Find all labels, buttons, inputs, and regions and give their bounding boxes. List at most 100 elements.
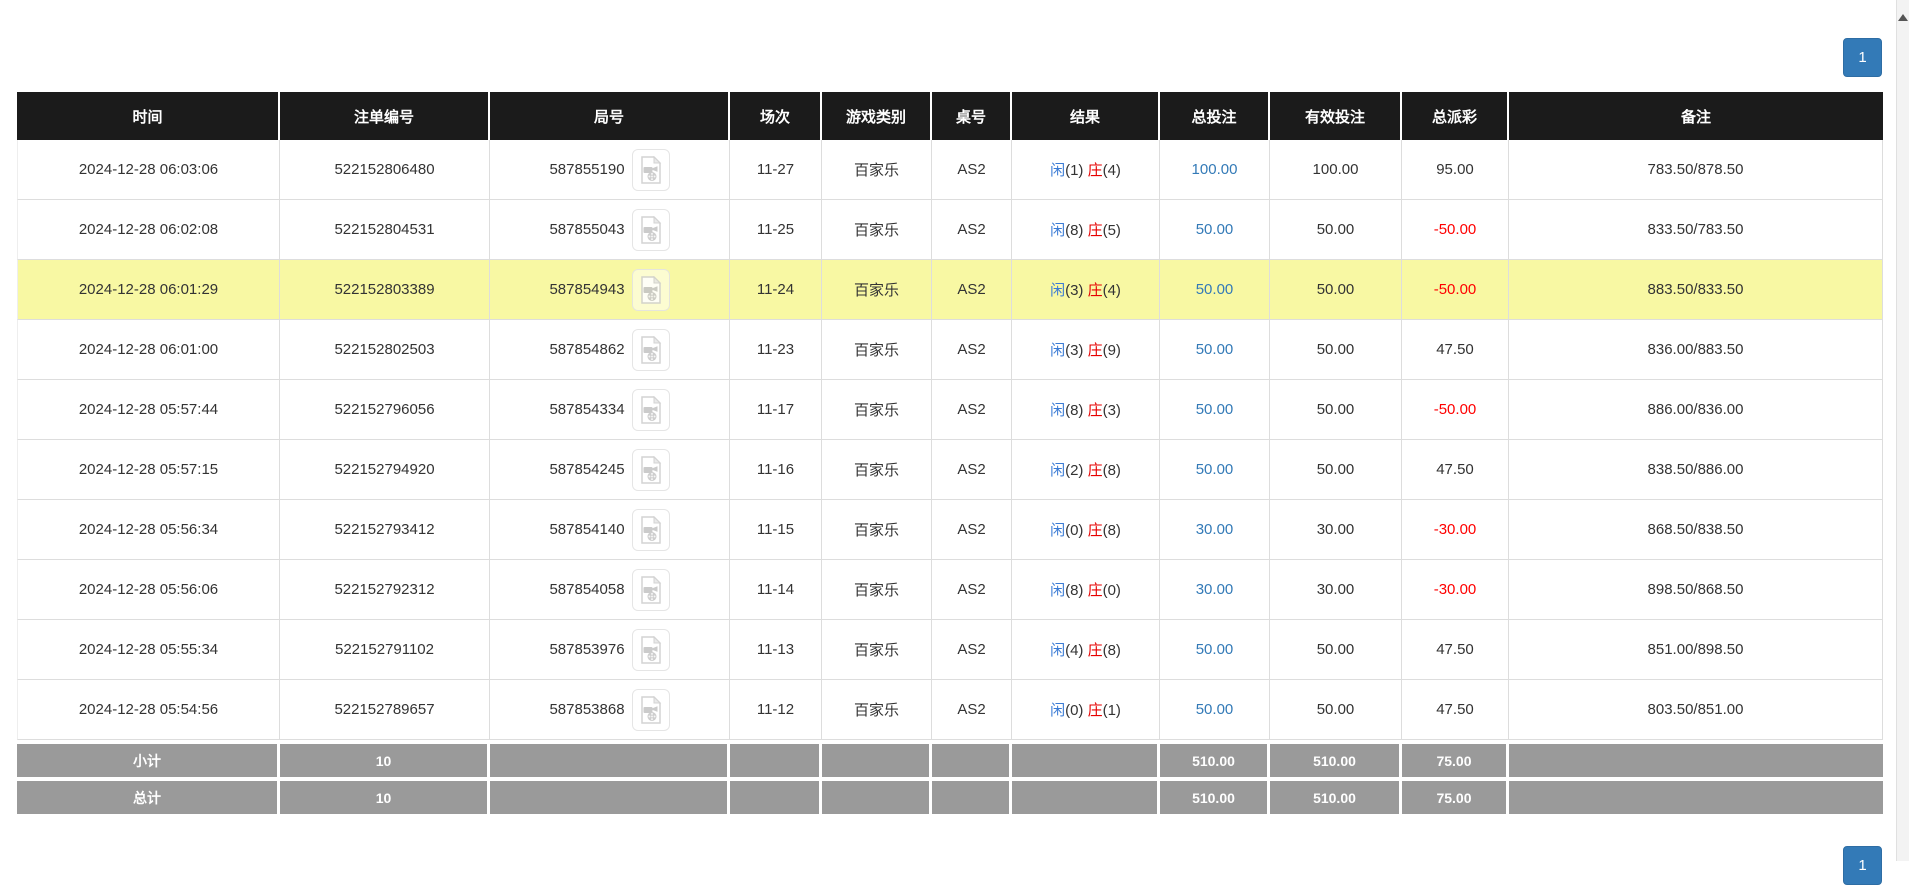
table-footer: 小计 10 510.00 510.00 75.00 总计 10 510.00 510.00 75.…	[17, 740, 1883, 814]
video-replay-button[interactable]	[631, 568, 670, 611]
video-replay-button[interactable]	[631, 328, 670, 371]
table-no-cell: AS2	[932, 620, 1012, 680]
player-result-label: 闲	[1050, 522, 1066, 539]
time-cell: 2024-12-28 05:55:34	[17, 620, 280, 680]
round-cell: 587853868	[490, 680, 730, 740]
table-row: 2024-12-28 05:56:34 522152793412 587854140…	[17, 500, 1883, 560]
pagination-page-1-top[interactable]: 1	[1843, 38, 1882, 77]
player-result-value: (3)	[1065, 282, 1088, 299]
video-replay-button[interactable]	[631, 688, 670, 731]
game-type-cell: 百家乐	[822, 260, 932, 320]
result-cell: 闲(3) 庄(4)	[1012, 260, 1160, 320]
valid-bet-cell: 50.00	[1270, 440, 1402, 500]
remark-cell: 883.50/833.50	[1509, 260, 1883, 320]
session-cell: 11-23	[730, 320, 822, 380]
player-result-label: 闲	[1050, 462, 1066, 479]
records-table-wrap: 时间 注单编号 局号 场次 游戏类别 桌号 结果 总投注 有效投注 总派彩 备注 2024-12-2…	[17, 92, 1883, 814]
session-cell: 11-27	[730, 140, 822, 200]
banker-result-label: 庄	[1087, 342, 1103, 359]
remark-cell: 803.50/851.00	[1509, 680, 1883, 740]
footer-total-bet: 510.00	[1160, 740, 1270, 777]
total-bet-link[interactable]: 30.00	[1160, 500, 1270, 560]
total-bet-link[interactable]: 50.00	[1160, 200, 1270, 260]
video-replay-button[interactable]	[631, 208, 670, 251]
round-id: 587854943	[549, 281, 625, 298]
table-no-cell: AS2	[932, 680, 1012, 740]
time-cell: 2024-12-28 06:03:06	[17, 140, 280, 200]
banker-result-value: (4)	[1102, 162, 1121, 179]
pagination-page-1-bottom[interactable]: 1	[1843, 846, 1882, 885]
total-bet-link[interactable]: 50.00	[1160, 440, 1270, 500]
column-header: 场次	[730, 92, 822, 140]
table-row: 2024-12-28 05:57:15 522152794920 587854245…	[17, 440, 1883, 500]
scroll-up-arrow-icon[interactable]	[1898, 14, 1908, 21]
game-type-cell: 百家乐	[822, 140, 932, 200]
time-cell: 2024-12-28 06:02:08	[17, 200, 280, 260]
total-bet-link[interactable]: 50.00	[1160, 380, 1270, 440]
round-cell: 587854140	[490, 500, 730, 560]
table-row: 2024-12-28 06:01:29 522152803389 587854943…	[17, 260, 1883, 320]
table-no-cell: AS2	[932, 380, 1012, 440]
column-header: 游戏类别	[822, 92, 932, 140]
video-replay-button[interactable]	[631, 268, 670, 311]
round-cell: 587855190	[490, 140, 730, 200]
column-header: 总投注	[1160, 92, 1270, 140]
payout-cell: -30.00	[1402, 500, 1509, 560]
round-cell: 587855043	[490, 200, 730, 260]
total-bet-link[interactable]: 30.00	[1160, 560, 1270, 620]
session-cell: 11-13	[730, 620, 822, 680]
total-bet-link[interactable]: 100.00	[1160, 140, 1270, 200]
remark-cell: 783.50/878.50	[1509, 140, 1883, 200]
player-result-label: 闲	[1050, 342, 1066, 359]
time-cell: 2024-12-28 05:57:15	[17, 440, 280, 500]
bet-id-cell: 522152793412	[280, 500, 490, 560]
remark-cell: 898.50/868.50	[1509, 560, 1883, 620]
round-id: 587853976	[549, 641, 625, 658]
result-cell: 闲(1) 庄(4)	[1012, 140, 1160, 200]
video-replay-button[interactable]	[631, 388, 670, 431]
column-header: 总派彩	[1402, 92, 1509, 140]
table-no-cell: AS2	[932, 440, 1012, 500]
round-cell: 587854862	[490, 320, 730, 380]
vertical-scrollbar[interactable]	[1896, 0, 1909, 861]
payout-cell: 47.50	[1402, 440, 1509, 500]
result-cell: 闲(3) 庄(9)	[1012, 320, 1160, 380]
player-result-value: (3)	[1065, 342, 1088, 359]
video-replay-button[interactable]	[631, 628, 670, 671]
banker-result-label: 庄	[1087, 222, 1103, 239]
total-bet-link[interactable]: 50.00	[1160, 620, 1270, 680]
column-header: 局号	[490, 92, 730, 140]
valid-bet-cell: 100.00	[1270, 140, 1402, 200]
column-header: 有效投注	[1270, 92, 1402, 140]
table-no-cell: AS2	[932, 560, 1012, 620]
banker-result-label: 庄	[1087, 162, 1103, 179]
banker-result-value: (9)	[1102, 342, 1121, 359]
footer-empty	[932, 740, 1012, 777]
payout-cell: -50.00	[1402, 380, 1509, 440]
session-cell: 11-14	[730, 560, 822, 620]
player-result-value: (8)	[1065, 402, 1088, 419]
footer-valid-bet: 510.00	[1270, 740, 1402, 777]
round-id: 587855043	[549, 221, 625, 238]
player-result-value: (2)	[1065, 462, 1088, 479]
footer-payout: 75.00	[1402, 740, 1509, 777]
video-replay-button[interactable]	[631, 508, 670, 551]
footer-empty	[490, 777, 730, 814]
total-bet-link[interactable]: 50.00	[1160, 260, 1270, 320]
banker-result-label: 庄	[1087, 402, 1103, 419]
bet-id-cell: 522152806480	[280, 140, 490, 200]
result-cell: 闲(8) 庄(3)	[1012, 380, 1160, 440]
footer-empty	[932, 777, 1012, 814]
video-replay-button[interactable]	[631, 448, 670, 491]
result-cell: 闲(8) 庄(5)	[1012, 200, 1160, 260]
column-header: 注单编号	[280, 92, 490, 140]
banker-result-label: 庄	[1087, 582, 1103, 599]
footer-count: 10	[280, 740, 490, 777]
total-bet-link[interactable]: 50.00	[1160, 320, 1270, 380]
video-replay-button[interactable]	[631, 148, 670, 191]
total-bet-link[interactable]: 50.00	[1160, 680, 1270, 740]
table-row: 2024-12-28 06:03:06 522152806480 587855190…	[17, 140, 1883, 200]
valid-bet-cell: 50.00	[1270, 200, 1402, 260]
valid-bet-cell: 50.00	[1270, 320, 1402, 380]
table-header-row: 时间 注单编号 局号 场次 游戏类别 桌号 结果 总投注 有效投注 总派彩 备注	[17, 92, 1883, 140]
